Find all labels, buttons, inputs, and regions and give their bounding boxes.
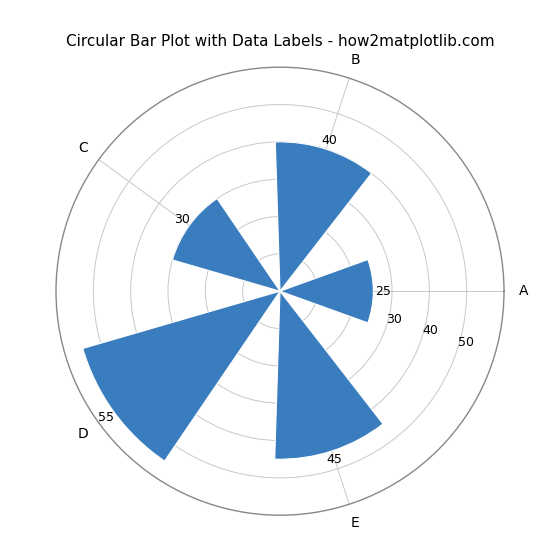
Bar bbox=[280, 260, 374, 323]
Bar bbox=[83, 291, 280, 461]
Title: Circular Bar Plot with Data Labels - how2matplotlib.com: Circular Bar Plot with Data Labels - how… bbox=[66, 34, 494, 49]
Text: 45: 45 bbox=[327, 454, 343, 466]
Text: 40: 40 bbox=[321, 134, 337, 147]
Bar bbox=[172, 199, 280, 291]
Bar bbox=[276, 142, 371, 291]
Text: 25: 25 bbox=[375, 284, 391, 298]
Text: 30: 30 bbox=[174, 213, 190, 226]
Text: 55: 55 bbox=[99, 411, 114, 424]
Bar bbox=[275, 291, 383, 459]
